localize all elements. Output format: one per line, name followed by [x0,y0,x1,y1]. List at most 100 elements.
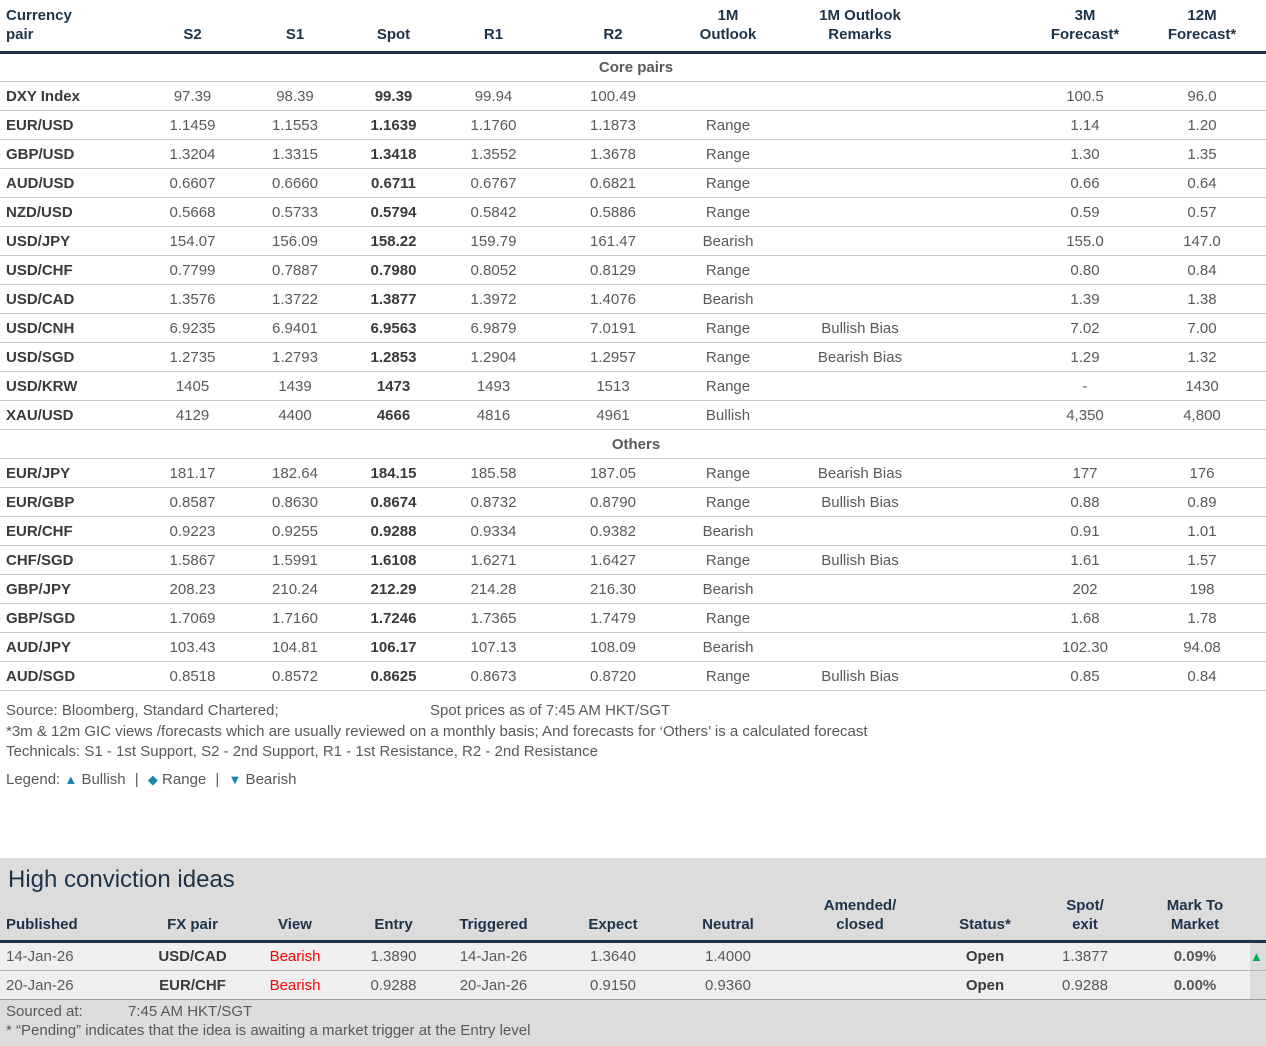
table-row: NZD/USD 0.5668 0.5733 0.5794 0.5842 0.5886 Ran… [0,198,1266,227]
pair-cell: DXY Index [6,87,80,105]
status-cell: Open [940,970,1030,1000]
pair-cell: USD/CNH [6,319,75,337]
legend-item-label: Bearish [241,770,297,788]
table-row: GBP/USD 1.3204 1.3315 1.3418 1.3552 1.3678 Ran… [0,140,1266,169]
forecast-12m-cell: 94.08 [1183,638,1221,656]
spot-cell: 1.7246 [370,609,417,627]
amended-closed-cell [780,941,940,971]
s2-cell: 6.9235 [169,319,216,337]
s2-cell: 4129 [175,406,210,424]
forecast-12m-cell: 96.0 [1187,87,1217,105]
r2-cell: 1.7479 [590,609,636,627]
remarks-cell [780,256,940,285]
hc-column-header-status: Status* [959,916,1011,933]
r2-cell: 0.5886 [590,203,636,221]
r1-cell: 99.94 [474,87,513,105]
spot-cell: 1.6108 [370,551,417,569]
forecast-3m-cell: 4,350 [1066,406,1104,424]
forecast-12m-cell: 1430 [1185,377,1219,395]
s2-cell: 97.39 [173,87,212,105]
r1-cell: 107.13 [470,638,517,656]
forecast-12m-cell: 176 [1189,464,1215,482]
table-row: DXY Index 97.39 98.39 99.39 99.94 100.49 100.5… [0,82,1266,111]
outlook-cell: Range [705,551,751,569]
forecast-12m-cell: 1.57 [1187,551,1217,569]
column-header-s2: S2 [183,26,202,43]
table-row: AUD/USD 0.6607 0.6660 0.6711 0.6767 0.6821 Ran… [0,169,1266,198]
legend-separator: | [211,770,220,788]
remarks-cell [780,227,940,256]
s1-cell: 0.7887 [272,261,318,279]
spot-cell: 1.3877 [370,290,417,308]
forecast-3m-cell: - [1082,377,1088,395]
outlook-cell: Range [705,145,751,163]
spot-cell: 1.3418 [370,145,417,163]
s2-cell: 1.3576 [169,290,216,308]
s1-cell: 0.9255 [272,522,318,540]
outlook-cell: Bearish [702,638,754,656]
table-row: USD/SGD 1.2735 1.2793 1.2853 1.2904 1.2957 Ran… [0,343,1266,372]
published-cell: 20-Jan-26 [0,970,145,1000]
outlook-cell: Bearish [702,290,754,308]
s2-cell: 0.8587 [169,493,216,511]
forecast-3m-cell: 177 [1072,464,1098,482]
table-row: EUR/CHF 0.9223 0.9255 0.9288 0.9334 0.9382 Bea… [0,517,1266,546]
remarks-cell: Bullish Bias [821,319,899,337]
r2-cell: 0.9382 [590,522,636,540]
spot-cell: 1.1639 [370,116,417,134]
s2-cell: 0.5668 [169,203,216,221]
forecast-3m-cell: 7.02 [1070,319,1100,337]
s2-cell: 0.9223 [169,522,216,540]
r2-cell: 1.6427 [590,551,636,569]
outlook-cell: Range [705,116,751,134]
footnote-source-line: Source: Bloomberg, Standard Chartered; S… [6,701,1266,722]
spot-cell: 0.9288 [370,522,417,540]
spot-cell: 158.22 [370,232,417,250]
spot-cell: 99.39 [374,87,413,105]
r1-cell: 1493 [476,377,511,395]
neutral-cell: 1.4000 [676,941,780,971]
pair-cell: EUR/GBP [6,493,75,511]
remarks-cell [780,372,940,401]
s2-cell: 208.23 [169,580,216,598]
r2-cell: 1.1873 [590,116,636,134]
s1-cell: 104.81 [272,638,318,656]
r1-cell: 1.7365 [470,609,517,627]
s2-cell: 0.8518 [169,667,216,685]
forecast-12m-cell: 1.20 [1187,116,1217,134]
pair-cell: USD/JPY [6,232,71,250]
s2-cell: 1.3204 [169,145,216,163]
remarks-cell [780,575,940,604]
forecast-3m-cell: 1.29 [1070,348,1100,366]
s1-cell: 1.2793 [272,348,318,366]
entry-cell: 1.3890 [350,941,437,971]
r1-cell: 0.6767 [470,174,517,192]
r2-cell: 0.8790 [590,493,636,511]
forecast-12m-cell: 0.64 [1187,174,1217,192]
forecast-3m-cell: 1.30 [1070,145,1100,163]
footnotes: Source: Bloomberg, Standard Chartered; S… [0,691,1266,790]
table-row: USD/KRW 1405 1439 1473 1493 1513 Range - 1430 [0,372,1266,401]
pair-cell: USD/KRW [6,377,78,395]
forecast-12m-cell: 7.00 [1187,319,1217,337]
high-conviction-section: High conviction ideas Published FX pair Vi… [0,858,1266,1046]
bearish-triangle-icon: ▼ [228,771,242,787]
s1-cell: 1.5991 [272,551,318,569]
hc-column-header-expect: Expect [588,916,638,933]
pair-cell: NZD/USD [6,203,73,221]
high-conviction-table: Published FX pair View Entry Triggered Expect… [0,894,1266,1000]
s2-cell: 154.07 [169,232,216,250]
s1-cell: 6.9401 [272,319,318,337]
published-cell: 14-Jan-26 [0,941,145,971]
legend-separator: | [130,770,139,788]
r1-cell: 159.79 [470,232,517,250]
outlook-cell: Range [705,174,751,192]
hc-notes: Sourced at: 7:45 AM HKT/SGT * “Pending” … [0,999,1266,1040]
outlook-cell: Range [705,348,751,366]
s1-cell: 1.3315 [272,145,318,163]
expect-cell: 0.9150 [550,970,676,1000]
r1-cell: 1.2904 [470,348,517,366]
remarks-cell [780,169,940,198]
r1-cell: 0.8052 [470,261,517,279]
outlook-cell: Bearish [702,522,754,540]
